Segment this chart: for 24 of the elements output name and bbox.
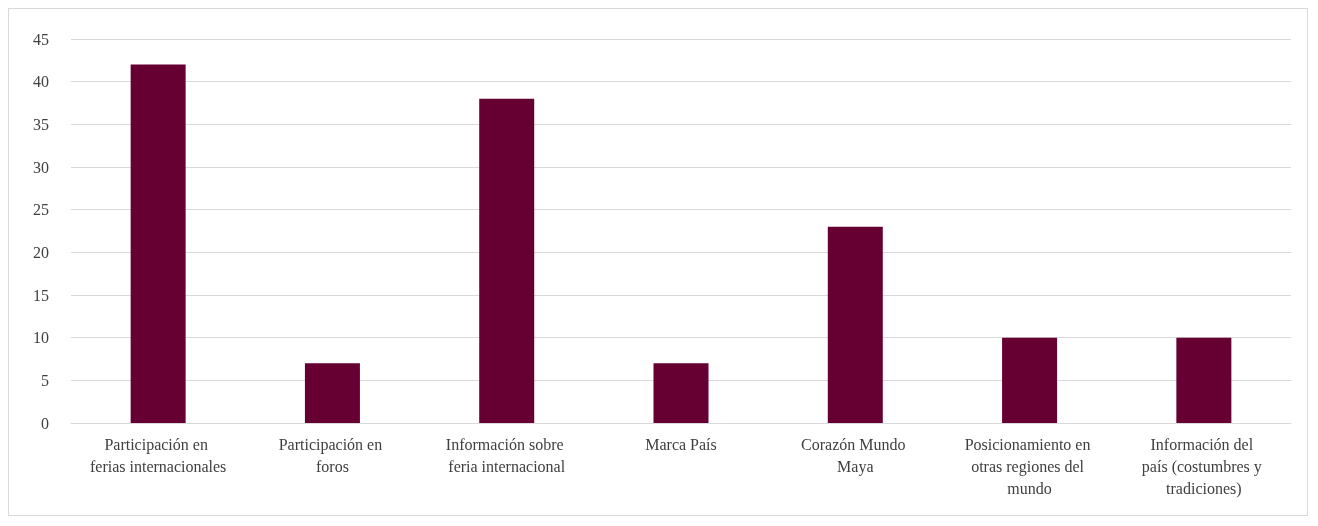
bar — [1176, 337, 1232, 423]
x-tick-label: Participación en ferias internacionales — [89, 435, 227, 475]
y-tick-label: 45 — [33, 30, 49, 48]
bar — [1002, 337, 1058, 423]
bar — [653, 363, 709, 423]
x-tick-label: Participación en foros — [278, 435, 387, 475]
y-tick-label: 10 — [33, 329, 49, 347]
bar — [304, 363, 360, 423]
y-tick-label: 15 — [33, 286, 49, 304]
y-tick-label: 30 — [33, 158, 49, 176]
y-tick-label: 5 — [41, 371, 49, 389]
x-tick-label: Información del país (costumbres y tradiciones) — [1141, 435, 1266, 498]
x-tick-label: Marca País — [645, 435, 717, 453]
y-tick-label: 40 — [33, 73, 49, 91]
bar — [827, 226, 883, 423]
x-tick-label: Información sobre feria internacional — [445, 435, 568, 475]
y-tick-label: 0 — [41, 414, 49, 432]
x-tick-label: Corazón Mundo Maya — [801, 435, 910, 476]
bar — [479, 98, 535, 423]
y-tick-label: 35 — [33, 115, 49, 133]
bar — [130, 64, 186, 423]
y-tick-label: 25 — [33, 201, 49, 219]
x-tick-label: Posicionamiento en otras regiones del mundo — [964, 435, 1095, 497]
y-tick-label: 20 — [33, 243, 49, 261]
